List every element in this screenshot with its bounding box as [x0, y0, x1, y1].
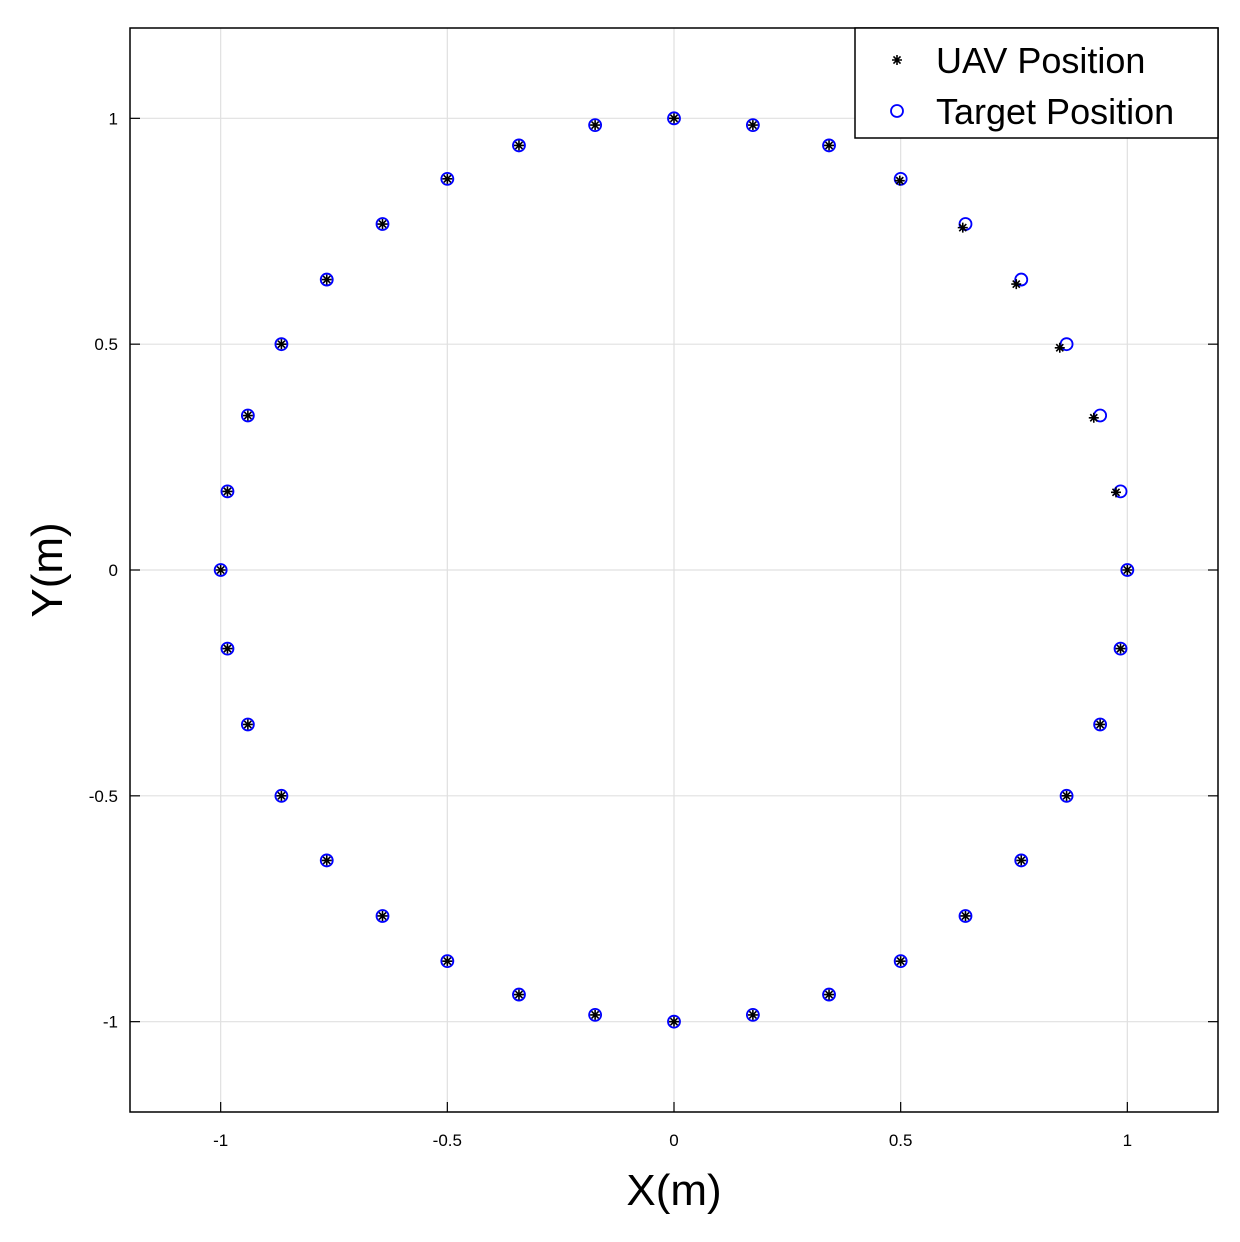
data-point	[274, 788, 289, 803]
data-point	[745, 118, 760, 133]
data-point	[1093, 717, 1108, 732]
data-point	[747, 120, 758, 131]
data-point	[1061, 790, 1072, 801]
data-point	[375, 217, 390, 231]
data-point	[321, 274, 332, 285]
data-point	[1111, 487, 1121, 498]
data-point	[895, 956, 906, 967]
legend-label: Target Position	[936, 91, 1174, 132]
x-tick-label: 0	[669, 1131, 678, 1150]
data-point	[1115, 643, 1126, 654]
data-point	[215, 565, 226, 575]
data-point	[667, 1014, 681, 1029]
data-point	[513, 140, 524, 151]
y-tick-label: 0	[109, 561, 118, 580]
data-point	[276, 339, 287, 350]
data-point	[375, 909, 390, 923]
data-point	[1122, 565, 1133, 575]
data-point	[588, 1007, 603, 1022]
y-tick-label: 1	[109, 109, 118, 128]
data-point	[590, 120, 601, 131]
data-point	[274, 337, 289, 352]
data-point	[222, 486, 233, 497]
data-point	[1011, 279, 1022, 290]
data-point	[242, 410, 253, 421]
data-point	[957, 222, 968, 233]
data-point	[512, 138, 526, 153]
legend-label: UAV Position	[936, 40, 1145, 81]
data-point	[747, 1009, 758, 1020]
x-axis-label: X(m)	[626, 1166, 721, 1215]
data-point	[513, 989, 524, 1000]
y-tick-label: 0.5	[94, 335, 118, 354]
legend-box	[854, 27, 1219, 139]
data-point	[1059, 788, 1074, 803]
plot-frame	[129, 27, 1219, 1113]
legend-marker	[892, 55, 902, 65]
data-point	[319, 853, 334, 868]
data-point	[1016, 855, 1027, 866]
data-point	[893, 171, 908, 186]
data-point	[442, 956, 453, 967]
legend: UAV Position Target Position	[854, 27, 1219, 139]
data-point	[213, 563, 228, 577]
data-point	[440, 954, 455, 969]
data-point	[824, 140, 835, 151]
data-point	[512, 987, 526, 1002]
data-point	[319, 272, 334, 287]
data-point	[1088, 412, 1099, 423]
data-point	[669, 1016, 679, 1027]
data-point	[1054, 342, 1065, 353]
data-point	[1014, 853, 1029, 868]
data-point	[220, 641, 235, 656]
marks	[213, 111, 1135, 1029]
data-point	[588, 118, 603, 133]
data-point	[745, 1007, 760, 1022]
data-point	[1120, 563, 1135, 577]
data-point	[276, 790, 287, 801]
data-point	[894, 175, 905, 186]
data-point	[442, 173, 453, 184]
y-tick-label: -1	[103, 1013, 118, 1032]
data-point	[822, 987, 836, 1002]
y-axis-label: Y(m)	[23, 522, 72, 617]
data-point	[440, 171, 455, 186]
data-point	[1113, 641, 1128, 656]
data-point	[240, 717, 255, 732]
x-tick-label: -0.5	[433, 1131, 462, 1150]
data-point	[669, 113, 679, 124]
data-point	[667, 111, 681, 126]
data-point	[240, 408, 255, 423]
data-point	[321, 855, 332, 866]
data-point	[220, 484, 235, 499]
data-point	[958, 909, 973, 923]
x-tick-label: 1	[1123, 1131, 1132, 1150]
data-point	[960, 910, 971, 921]
legend-marker	[890, 104, 904, 118]
data-point	[1014, 272, 1029, 287]
x-tick-label: 0.5	[889, 1131, 913, 1150]
x-tick-label: -1	[213, 1131, 228, 1150]
data-point	[590, 1009, 601, 1020]
y-tick-label: -0.5	[89, 787, 118, 806]
data-point	[822, 138, 836, 153]
data-point	[377, 910, 388, 921]
data-point	[242, 719, 253, 730]
data-point	[893, 954, 908, 969]
data-point	[222, 643, 233, 654]
data-point	[824, 989, 835, 1000]
data-point	[377, 219, 388, 230]
data-point	[1095, 719, 1106, 730]
